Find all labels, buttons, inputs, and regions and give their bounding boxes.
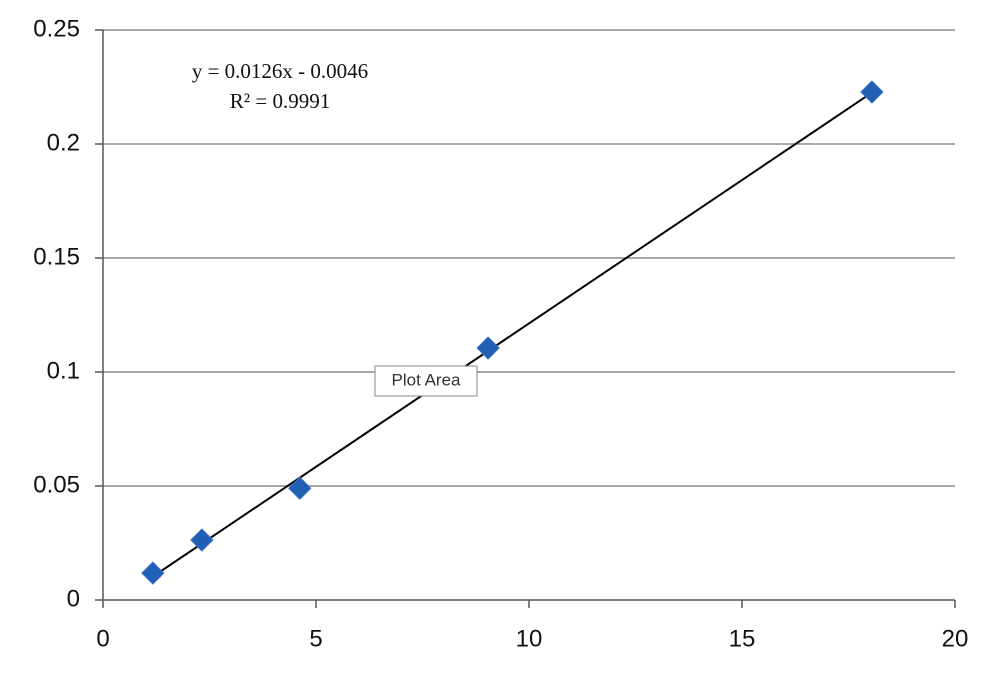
x-tick-label: 20: [942, 625, 969, 652]
y-tick-label: 0.05: [33, 471, 80, 498]
tooltip-box: [374, 365, 478, 397]
trendline-equation: y = 0.0126x - 0.0046: [192, 59, 368, 83]
x-tick-label: 15: [729, 625, 756, 652]
y-tick-label: 0.2: [47, 129, 80, 156]
x-tick-label: 10: [516, 625, 543, 652]
y-tick-label: 0.25: [33, 15, 80, 42]
data-point: [476, 336, 500, 360]
y-tick-label: 0.15: [33, 243, 80, 270]
y-tick-label: 0: [67, 585, 80, 612]
trendline: [152, 91, 873, 578]
x-tick-label: 0: [96, 625, 109, 652]
data-point: [190, 528, 214, 552]
data-point: [860, 80, 884, 104]
tooltip-text: Plot Area: [392, 370, 462, 389]
trendline-r2: R² = 0.9991: [230, 89, 330, 113]
tooltip: Plot Area: [374, 365, 478, 397]
x-tick-label: 5: [309, 625, 322, 652]
y-tick-label: 0.1: [47, 357, 80, 384]
data-point: [141, 561, 165, 585]
data-point: [288, 476, 312, 500]
